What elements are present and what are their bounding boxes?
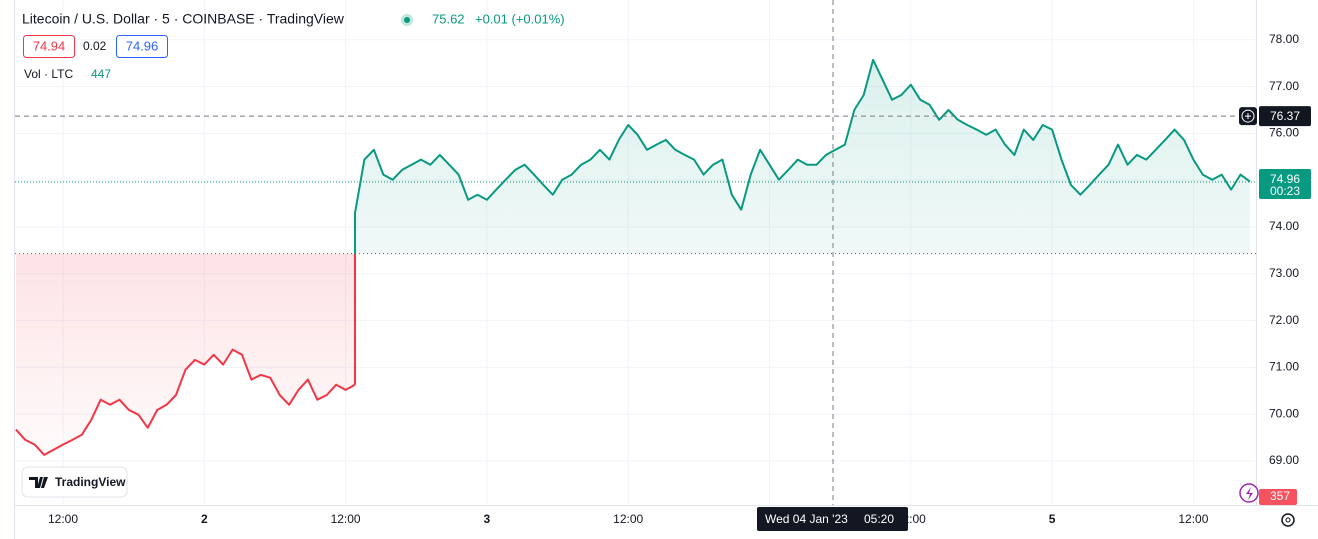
y-tick-label: 73.00 xyxy=(1269,266,1299,280)
bid: 74.94 xyxy=(33,38,66,53)
y-tick-label: 76.00 xyxy=(1269,126,1299,140)
y-tick-label: 71.00 xyxy=(1269,360,1299,374)
y-tick-label: 77.00 xyxy=(1269,79,1299,93)
time-axis-border xyxy=(14,505,1318,506)
logo-text: TradingView xyxy=(55,475,126,489)
area-fill xyxy=(15,253,356,455)
crosshair-time-tag xyxy=(757,507,908,531)
price-line xyxy=(354,58,1251,214)
y-tick-label: 74.00 xyxy=(1269,219,1299,233)
add-icon xyxy=(1245,113,1251,120)
price-line xyxy=(15,348,356,456)
price-axis-border xyxy=(1256,0,1257,505)
settings-icon[interactable] xyxy=(1281,513,1295,527)
last-price: 75.62 xyxy=(432,11,465,26)
alert-icon xyxy=(1246,487,1253,500)
y-tick-label: 69.00 xyxy=(1269,453,1299,467)
logo[interactable]: TradingView xyxy=(21,466,128,498)
x-tick-label: 12:00 xyxy=(331,512,361,526)
logo-box[interactable] xyxy=(21,466,128,498)
settings-icon xyxy=(1285,517,1291,523)
y-tick-label: 70.00 xyxy=(1269,406,1299,420)
area-fill xyxy=(355,59,1250,254)
status-dot xyxy=(404,17,410,23)
volume-value: 447 xyxy=(91,67,111,81)
plot xyxy=(15,58,1256,456)
legend: Litecoin / U.S. Dollar · 5 · COINBASE · … xyxy=(22,11,565,81)
border xyxy=(14,0,15,539)
spread: 0.02 xyxy=(83,39,107,53)
countdown: 00:23 xyxy=(1270,184,1300,198)
crosshair-price: 76.37 xyxy=(1270,109,1300,123)
crosshair-time: 05:20 xyxy=(864,512,894,526)
y-tick-label: 72.00 xyxy=(1269,313,1299,327)
add-icon xyxy=(1241,109,1255,123)
y-tick-label: 78.00 xyxy=(1269,32,1299,46)
x-tick-label: 12:00 xyxy=(48,512,78,526)
ask-box[interactable] xyxy=(116,35,168,58)
x-tick-label: 12:00 xyxy=(613,512,643,526)
volume-title: Vol · LTC xyxy=(24,67,73,81)
volume-tag-label: 357 xyxy=(1270,489,1290,503)
title: Litecoin / U.S. Dollar · 5 · COINBASE · … xyxy=(22,11,345,27)
last-price-label: 74.96 xyxy=(1270,172,1300,186)
x-tick-label: 12:00 xyxy=(1178,512,1208,526)
crosshair-price-tag xyxy=(1259,106,1311,127)
last-price-tag xyxy=(1259,169,1311,200)
bid-box[interactable] xyxy=(23,35,75,58)
crosshair-date: Wed 04 Jan '23 xyxy=(765,512,848,526)
ask: 74.96 xyxy=(126,38,159,53)
x-tick-label: 2 xyxy=(201,512,208,526)
logo-icon xyxy=(29,477,48,488)
change: +0.01 (+0.01%) xyxy=(475,11,565,26)
axes: 69.0070.0071.0072.0073.0074.0075.0076.00… xyxy=(48,32,1299,526)
x-tick-label: 5 xyxy=(1049,512,1056,526)
volume-tag xyxy=(1259,489,1297,505)
x-tick-label: 3 xyxy=(484,512,491,526)
